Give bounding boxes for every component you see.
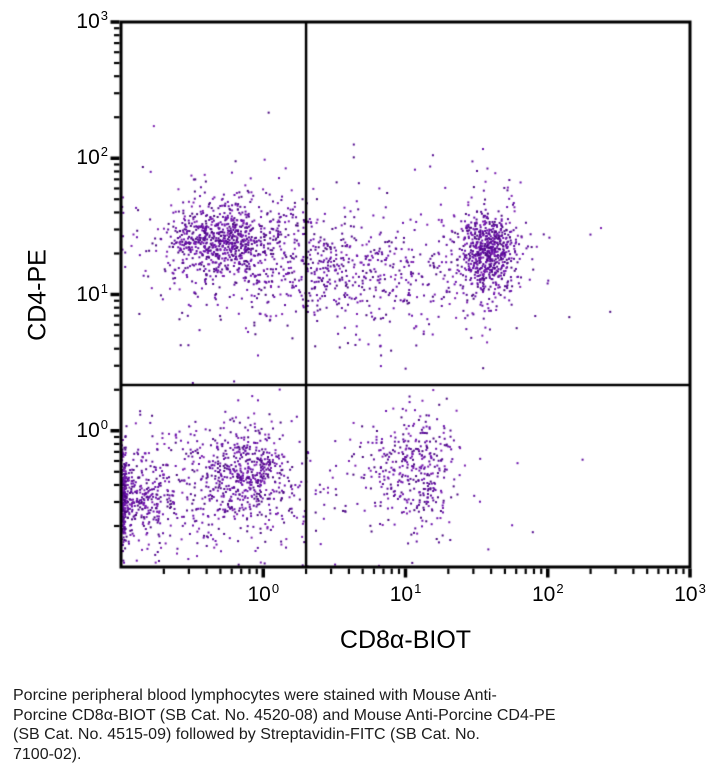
x-tick-label-10e1: 101: [389, 581, 422, 606]
flow-scatter-canvas: [0, 0, 717, 600]
caption-line: 7100-02).: [13, 745, 82, 763]
x-axis-title: CD8α-BIOT: [339, 626, 472, 654]
y-axis-title: CD4-PE: [23, 249, 52, 341]
y-tick-label-10e3: 103: [76, 8, 108, 33]
x-tick-label-10e2: 102: [531, 581, 564, 606]
figure-caption: Porcine peripheral blood lymphocytes wer…: [13, 686, 556, 764]
y-tick-label-10e1: 101: [76, 280, 108, 306]
caption-line: Porcine peripheral blood lymphocytes wer…: [13, 687, 497, 704]
y-tick-label-10e2: 102: [76, 144, 108, 170]
y-tick-label-10e0: 100: [76, 416, 108, 442]
caption-line: Porcine CD8α-BIOT (SB Cat. No. 4520-08) …: [13, 706, 556, 724]
x-tick-label-10e3: 103: [674, 581, 706, 606]
x-tick-label-10e0: 100: [247, 581, 280, 606]
caption-line: (SB Cat. No. 4515-09) followed by Strept…: [13, 726, 480, 743]
